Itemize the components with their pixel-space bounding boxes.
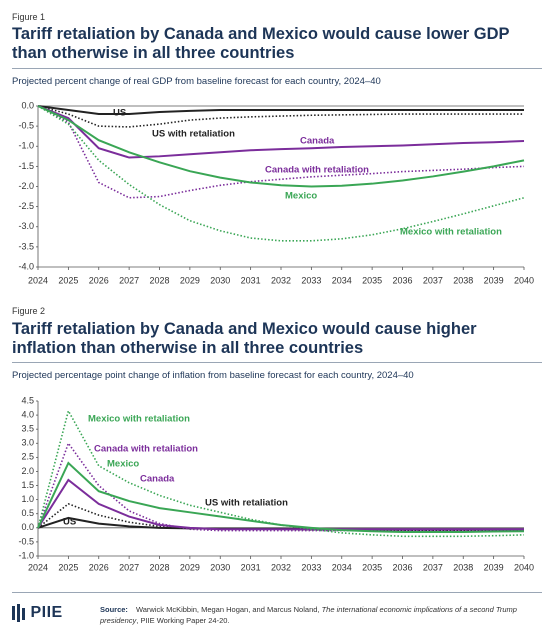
y-tick-label: 0.0 bbox=[21, 522, 34, 532]
x-tick-label: 2040 bbox=[514, 275, 534, 285]
x-tick-label: 2027 bbox=[119, 562, 139, 572]
series-label: US with retaliation bbox=[205, 498, 288, 509]
logo-mark bbox=[12, 604, 25, 622]
chart-title: Tariff retaliation by Canada and Mexico … bbox=[12, 25, 510, 62]
y-tick-label: 0.5 bbox=[21, 508, 34, 518]
x-tick-label: 2033 bbox=[301, 275, 321, 285]
series-label: US bbox=[63, 517, 76, 528]
x-tick-label: 2034 bbox=[332, 275, 352, 285]
x-tick-label: 2035 bbox=[362, 562, 382, 572]
series-label: Canada with retaliation bbox=[265, 165, 369, 176]
series-line bbox=[37, 105, 524, 116]
y-tick-label: -2.5 bbox=[18, 201, 34, 211]
x-tick-label: 2031 bbox=[241, 562, 261, 572]
series-line bbox=[37, 105, 524, 128]
x-tick-label: 2035 bbox=[362, 275, 382, 285]
x-tick-label: 2038 bbox=[453, 562, 473, 572]
logo: PIIE bbox=[12, 604, 63, 622]
x-tick-label: 2027 bbox=[119, 275, 139, 285]
series-label: Mexico bbox=[107, 459, 139, 470]
source-publication: , PIIE Working Paper 24-20. bbox=[136, 616, 230, 625]
x-tick-label: 2040 bbox=[514, 562, 534, 572]
y-tick-label: -3.5 bbox=[18, 241, 34, 251]
y-tick-label: 2.0 bbox=[21, 466, 34, 476]
series-label: Mexico with retaliation bbox=[400, 227, 502, 238]
y-tick-label: -0.5 bbox=[18, 121, 34, 131]
series-label: Mexico with retaliation bbox=[88, 414, 190, 425]
x-tick-label: 2038 bbox=[453, 275, 473, 285]
rule bbox=[12, 68, 542, 69]
series-line bbox=[37, 408, 525, 538]
series-label: Mexico bbox=[285, 191, 317, 202]
x-tick-label: 2034 bbox=[332, 562, 352, 572]
x-tick-label: 2029 bbox=[180, 562, 200, 572]
y-tick-label: -4.0 bbox=[18, 261, 34, 271]
series-label: Canada bbox=[140, 474, 175, 485]
x-tick-label: 2039 bbox=[484, 562, 504, 572]
x-tick-label: 2024 bbox=[28, 275, 48, 285]
y-tick-label: -1.5 bbox=[18, 161, 34, 171]
x-tick-label: 2026 bbox=[89, 562, 109, 572]
x-tick-label: 2032 bbox=[271, 275, 291, 285]
x-tick-label: 2031 bbox=[241, 275, 261, 285]
series-line bbox=[37, 478, 524, 531]
figure-label: Figure 1 bbox=[12, 12, 46, 22]
x-tick-label: 2036 bbox=[392, 562, 412, 572]
y-tick-label: 1.5 bbox=[21, 480, 34, 490]
y-tick-label: -1.0 bbox=[18, 550, 34, 560]
x-tick-label: 2030 bbox=[210, 562, 230, 572]
y-tick-label: -1.0 bbox=[18, 141, 34, 151]
chart-subtitle: Projected percentage point change of inf… bbox=[12, 370, 414, 381]
source-title: The international economic implications … bbox=[100, 605, 517, 625]
x-tick-label: 2025 bbox=[58, 275, 78, 285]
rule bbox=[12, 592, 542, 593]
source: Source: Warwick McKibbin, Megan Hogan, an… bbox=[100, 604, 540, 626]
rule bbox=[12, 362, 542, 363]
x-tick-label: 2029 bbox=[180, 275, 200, 285]
y-tick-label: 3.5 bbox=[21, 424, 34, 434]
series-line bbox=[37, 461, 525, 534]
x-tick-label: 2037 bbox=[423, 562, 443, 572]
series-label: US bbox=[113, 108, 126, 119]
x-tick-label: 2037 bbox=[423, 275, 443, 285]
x-tick-label: 2026 bbox=[89, 275, 109, 285]
x-tick-label: 2033 bbox=[301, 562, 321, 572]
x-tick-label: 2039 bbox=[484, 275, 504, 285]
series-label: Canada with retaliation bbox=[94, 444, 198, 455]
series-line bbox=[37, 441, 524, 532]
x-tick-label: 2025 bbox=[58, 562, 78, 572]
y-tick-label: -2.0 bbox=[18, 181, 34, 191]
series-line bbox=[37, 105, 525, 188]
y-tick-label: -3.0 bbox=[18, 221, 34, 231]
x-tick-label: 2028 bbox=[149, 562, 169, 572]
x-tick-label: 2036 bbox=[392, 275, 412, 285]
series-line bbox=[37, 105, 525, 199]
figure-label: Figure 2 bbox=[12, 306, 46, 316]
series-label: Canada bbox=[300, 136, 335, 147]
series-line bbox=[37, 105, 525, 159]
y-tick-label: 0.0 bbox=[21, 100, 34, 110]
series-label: US with retaliation bbox=[152, 129, 235, 140]
x-tick-label: 2032 bbox=[271, 562, 291, 572]
x-tick-label: 2024 bbox=[28, 562, 48, 572]
x-tick-label: 2030 bbox=[210, 275, 230, 285]
y-tick-label: 3.0 bbox=[21, 438, 34, 448]
y-tick-label: 4.0 bbox=[21, 409, 34, 419]
y-tick-label: 1.0 bbox=[21, 494, 34, 504]
source-label: Source: bbox=[100, 605, 128, 614]
chart-title: Tariff retaliation by Canada and Mexico … bbox=[12, 320, 477, 357]
chart-subtitle: Projected percent change of real GDP fro… bbox=[12, 76, 381, 87]
y-tick-label: 2.5 bbox=[21, 452, 34, 462]
logo-text: PIIE bbox=[30, 604, 63, 622]
source-authors: Warwick McKibbin, Megan Hogan, and Marcu… bbox=[135, 605, 320, 614]
y-tick-label: -0.5 bbox=[18, 536, 34, 546]
x-tick-label: 2028 bbox=[149, 275, 169, 285]
y-tick-label: 4.5 bbox=[21, 395, 34, 405]
series-line bbox=[37, 105, 525, 242]
